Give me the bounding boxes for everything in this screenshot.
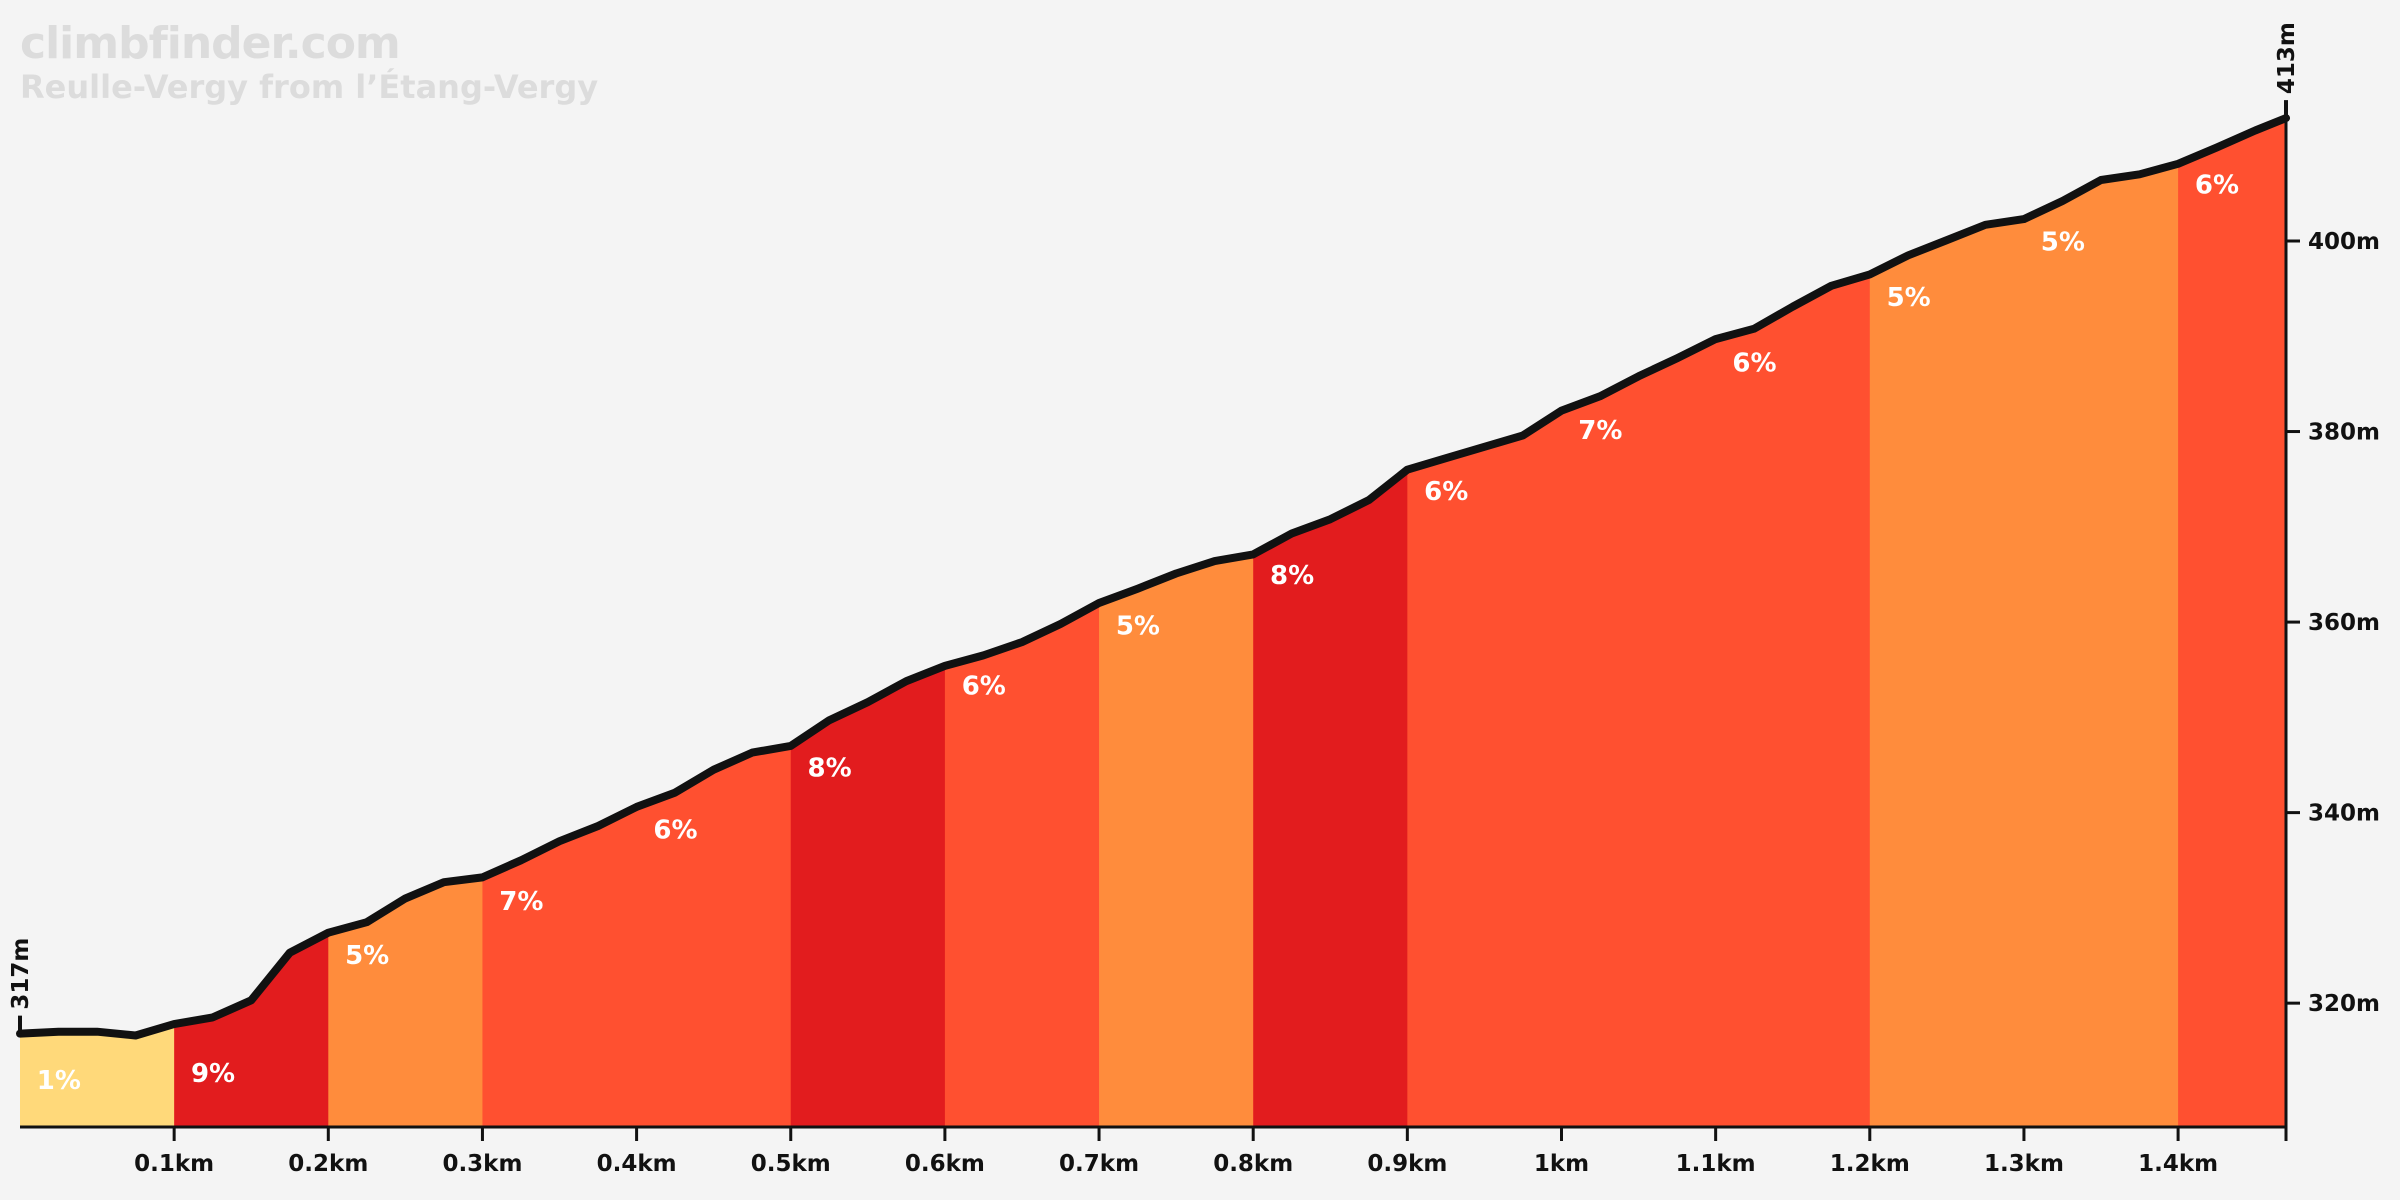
grade-label: 5%	[345, 941, 389, 971]
grade-label: 6%	[1732, 349, 1776, 379]
grade-label: 6%	[2195, 170, 2239, 200]
x-tick-label: 0.4km	[597, 1151, 677, 1177]
start-elevation-label: 317m	[8, 938, 34, 1010]
x-tick-label: 0.8km	[1213, 1151, 1293, 1177]
y-tick-label: 400m	[2308, 229, 2380, 255]
x-tick-label: 0.1km	[134, 1151, 214, 1177]
y-tick-label: 380m	[2308, 420, 2380, 446]
grade-label: 6%	[653, 815, 697, 845]
x-tick-label: 0.9km	[1367, 1151, 1447, 1177]
x-tick-label: 0.3km	[442, 1151, 522, 1177]
grade-label: 9%	[191, 1059, 235, 1089]
grade-segment	[20, 118, 175, 1127]
grade-label: 5%	[2041, 228, 2085, 258]
grade-label: 1%	[37, 1066, 81, 1096]
x-tick-label: 1.1km	[1676, 1151, 1756, 1177]
x-tick-label: 0.7km	[1059, 1151, 1139, 1177]
end-elevation-label: 413m	[2274, 22, 2300, 94]
grade-label: 7%	[1578, 416, 1622, 446]
x-tick-label: 1.4km	[2138, 1151, 2218, 1177]
grade-segment	[790, 118, 946, 1127]
grade-segment	[944, 118, 1100, 1127]
grade-label: 5%	[1116, 611, 1160, 641]
x-tick-label: 1.2km	[1830, 1151, 1910, 1177]
x-tick-label: 1.3km	[1984, 1151, 2064, 1177]
x-tick-label: 1km	[1534, 1151, 1589, 1177]
x-tick-label: 0.6km	[905, 1151, 985, 1177]
profile-line	[16, 114, 2290, 1040]
grade-label: 8%	[1270, 561, 1314, 591]
grade-segment	[482, 118, 792, 1127]
y-tick-label: 340m	[2308, 801, 2380, 827]
grade-segment	[1869, 118, 2179, 1127]
grade-label: 8%	[808, 753, 852, 783]
grade-segment	[2178, 118, 2286, 1127]
y-tick-label: 360m	[2308, 610, 2380, 636]
climb-title: Reulle-Vergy from l’Étang-Vergy	[20, 68, 599, 106]
y-tick-label: 320m	[2308, 991, 2380, 1017]
x-tick-label: 0.5km	[751, 1151, 831, 1177]
grade-label: 5%	[1887, 283, 1931, 313]
grade-label: 6%	[962, 671, 1006, 701]
grade-label: 7%	[499, 887, 543, 917]
site-logo-text: climbfinder.com	[20, 18, 401, 69]
grade-segment	[1407, 118, 1871, 1127]
grade-segment	[174, 118, 329, 1127]
grade-label: 6%	[1424, 477, 1468, 507]
x-tick-label: 0.2km	[288, 1151, 368, 1177]
